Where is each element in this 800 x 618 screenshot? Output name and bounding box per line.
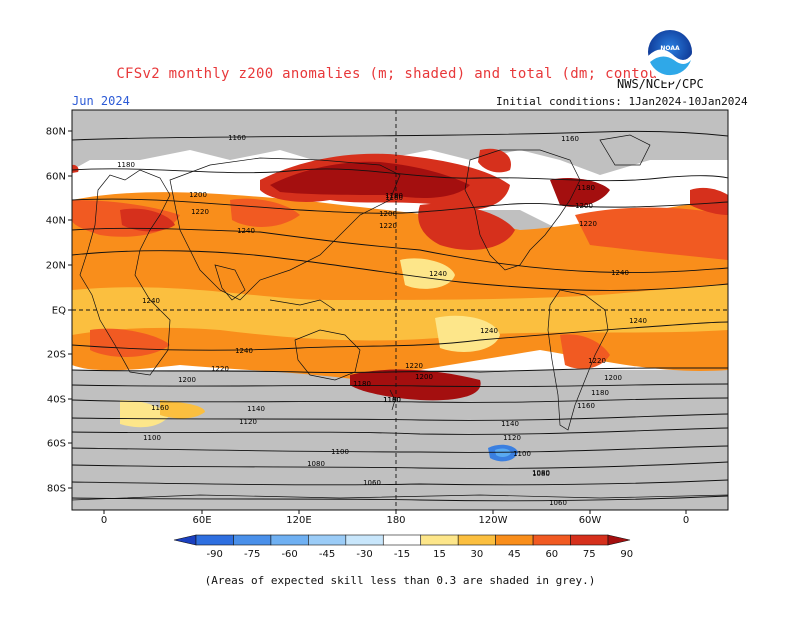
colorbar-box <box>382 534 422 546</box>
contour-label: 1120 <box>503 434 521 442</box>
lat-label: 60N <box>46 172 66 183</box>
colorbar-label: 75 <box>583 549 596 560</box>
lat-label: 40N <box>46 216 66 227</box>
contour-label: 1240 <box>235 347 253 355</box>
colorbar-label: -90 <box>207 549 223 560</box>
initial-conditions: Initial conditions: 1Jan2024-10Jan2024 <box>496 95 748 108</box>
contour-label: 1160 <box>385 194 403 202</box>
forecast-month: Jun 2024 <box>72 94 130 108</box>
contour-label: 1240 <box>480 327 498 335</box>
contour-label: 1140 <box>501 420 519 428</box>
footnote: (Areas of expected skill less than 0.3 a… <box>204 574 596 587</box>
lon-label: 60E <box>192 515 211 526</box>
contour-label: 1140 <box>247 405 265 413</box>
contour-label: 1220 <box>405 362 423 370</box>
colorbar-label: -45 <box>319 549 335 560</box>
contour-label: 1220 <box>379 222 397 230</box>
contour-label: 1200 <box>575 202 593 210</box>
colorbar: -90 -75 -60 -45 -30 -15 15 30 45 60 75 90 <box>173 534 633 560</box>
contour-label: 1160 <box>577 402 595 410</box>
contour-label: 1200 <box>604 374 622 382</box>
colorbar-label: -75 <box>244 549 260 560</box>
contour-label: 1200 <box>189 191 207 199</box>
lon-label: 180 <box>386 515 405 526</box>
colorbar-label: 90 <box>620 549 633 560</box>
colorbar-label: -60 <box>281 549 297 560</box>
colorbar-label: 15 <box>433 549 446 560</box>
contour-label: 1060 <box>549 499 567 507</box>
colorbar-box <box>195 534 234 546</box>
lat-label: 80S <box>47 484 66 495</box>
contour-label: 1160 <box>151 404 169 412</box>
colorbar-box <box>270 534 309 546</box>
lat-label: 20N <box>46 261 66 272</box>
contour-label: 1200 <box>379 210 397 218</box>
contour-label: 1180 <box>353 380 371 388</box>
lon-label: 120W <box>479 515 508 526</box>
lat-label: 80N <box>46 127 66 138</box>
colorbar-label: -15 <box>394 549 410 560</box>
contour-label: 1180 <box>117 161 135 169</box>
contour-label: 1200 <box>415 373 433 381</box>
contour-label: 1220 <box>211 365 229 373</box>
contour-label: 1160 <box>228 134 246 142</box>
colorbar-box <box>420 534 459 546</box>
lat-label: 40S <box>47 395 66 406</box>
contour-label: 1080 <box>532 469 550 477</box>
contour-label: 1220 <box>588 357 606 365</box>
colorbar-label: 45 <box>508 549 521 560</box>
contour-labels: 1160118012001220124011801200122011601180… <box>117 134 647 507</box>
height-contours <box>72 130 728 502</box>
contour-label: 1160 <box>561 135 579 143</box>
longitude-axis: 0 60E 120E 180 120W 60W 0 <box>101 510 689 526</box>
contour-label: 1120 <box>239 418 257 426</box>
colorbar-label: 30 <box>471 549 484 560</box>
contour-label: 1180 <box>591 389 609 397</box>
colorbar-box <box>457 534 496 546</box>
latitude-axis: 80N 60N 40N 20N EQ 20S 40S 60S 80S <box>46 127 72 495</box>
contour-label: 1080 <box>532 470 550 478</box>
lon-label: 120E <box>286 515 311 526</box>
lat-label: EQ <box>52 306 66 317</box>
noaa-logo: NOAA <box>648 30 692 82</box>
contour-label: 1240 <box>142 297 160 305</box>
contour-label: 1240 <box>611 269 629 277</box>
colorbar-triangle-left <box>173 534 197 546</box>
colorbar-box <box>345 534 384 546</box>
colorbar-box <box>532 534 571 546</box>
chart-title: CFSv2 monthly z200 anomalies (m; shaded)… <box>116 66 684 82</box>
noaa-logo-text: NOAA <box>660 45 680 52</box>
contour-label: 1180 <box>383 396 401 404</box>
contour-label: 1240 <box>429 270 447 278</box>
colorbar-box <box>570 534 609 546</box>
contour-label: 1180 <box>385 192 403 200</box>
contour-label: 1160 <box>383 396 401 404</box>
contour-label: 1100 <box>513 450 531 458</box>
low-skill-grey-areas <box>72 110 728 510</box>
lat-label: 60S <box>47 439 66 450</box>
lon-label: 60W <box>579 515 602 526</box>
lat-label: 20S <box>47 350 66 361</box>
colorbar-box <box>308 534 347 546</box>
colorbar-label: -30 <box>356 549 372 560</box>
agency-label: NWS/NCEP/CPC <box>617 77 704 91</box>
colorbar-box <box>233 534 272 546</box>
contour-label: 1080 <box>307 460 325 468</box>
contour-label: 1060 <box>363 479 381 487</box>
anomaly-shading <box>72 148 728 462</box>
lon-label: 0 <box>683 515 689 526</box>
colorbar-label: 60 <box>545 549 558 560</box>
contour-label: 1100 <box>143 434 161 442</box>
lon-label: 0 <box>101 515 107 526</box>
colorbar-box <box>495 534 534 546</box>
contour-label: 1100 <box>331 448 349 456</box>
contour-label: 1220 <box>191 208 209 216</box>
contour-label: 1240 <box>237 227 255 235</box>
contour-label: 1200 <box>178 376 196 384</box>
colorbar-triangle-right <box>607 534 631 546</box>
contour-label: 1240 <box>629 317 647 325</box>
contour-label: 1180 <box>577 184 595 192</box>
contour-label: 1220 <box>579 220 597 228</box>
